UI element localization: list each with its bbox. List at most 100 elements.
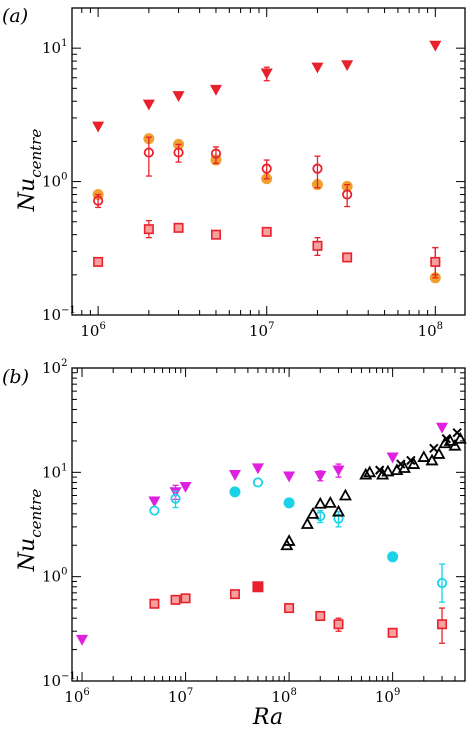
panel-b-series-2 xyxy=(229,486,399,563)
data-point xyxy=(209,84,222,96)
data-point xyxy=(170,594,181,605)
panel-b-series-6 xyxy=(252,581,264,593)
data-point xyxy=(92,121,105,133)
data-point xyxy=(149,598,160,609)
panel-a-label: (a) xyxy=(2,5,28,27)
panel-a-ticks: 106 107 108 10−1 100 101 xyxy=(42,7,465,340)
data-point xyxy=(417,450,431,462)
data-point xyxy=(341,60,354,72)
data-point xyxy=(210,148,222,159)
svg-text:Nucentre: Nucentre xyxy=(15,489,45,573)
data-point xyxy=(387,551,399,563)
data-point xyxy=(331,504,346,517)
panel-a-frame xyxy=(71,7,466,316)
data-point xyxy=(315,610,326,621)
data-point xyxy=(396,459,406,469)
data-point xyxy=(342,189,353,200)
x-tick-label: 106 xyxy=(64,687,89,706)
data-point xyxy=(173,222,184,233)
data-point xyxy=(93,195,104,206)
data-point xyxy=(142,99,155,111)
panel-b-label: (b) xyxy=(2,366,29,388)
panel-b-series-4 xyxy=(374,427,462,475)
data-point xyxy=(229,589,240,600)
panel-a-y-axis-title: Nucentre xyxy=(15,129,45,213)
x-tick-label: 109 xyxy=(375,687,400,706)
data-point xyxy=(374,465,385,475)
data-point xyxy=(436,577,448,589)
data-point xyxy=(407,457,421,469)
data-point xyxy=(429,40,442,52)
data-point xyxy=(284,603,295,614)
data-point xyxy=(376,467,390,480)
panel-b-y-axis-title: Nucentre xyxy=(15,489,45,573)
data-point xyxy=(143,224,154,235)
data-point xyxy=(332,465,345,477)
data-point xyxy=(406,455,416,466)
panel-b-frame xyxy=(71,367,466,682)
panel-b-series-1 xyxy=(149,477,448,603)
panel-a-series-0 xyxy=(92,40,442,133)
y-tick-label: 101 xyxy=(42,462,67,481)
data-point xyxy=(180,593,191,604)
panel-a: 106 107 108 10−1 100 101 (a) Nucentre xyxy=(2,5,466,340)
x-tick-label: 107 xyxy=(168,687,193,706)
x-tick-label: 106 xyxy=(80,321,105,340)
data-point xyxy=(312,240,323,251)
data-point xyxy=(314,471,327,482)
x-tick-label: 108 xyxy=(271,687,296,706)
data-point xyxy=(432,447,446,459)
panel-a-series-2 xyxy=(93,136,441,279)
y-tick-label: 10−1 xyxy=(42,305,76,324)
data-point xyxy=(172,91,185,102)
y-tick-label: 100 xyxy=(42,172,67,191)
data-point xyxy=(381,464,395,477)
data-point xyxy=(359,467,373,480)
data-point xyxy=(261,226,272,237)
y-title-main: Nu xyxy=(15,538,40,572)
data-point xyxy=(210,229,221,240)
y-title-sub: centre xyxy=(27,129,45,178)
data-point xyxy=(179,481,192,493)
data-point xyxy=(93,256,104,267)
y-tick-label: 101 xyxy=(42,38,67,57)
data-point xyxy=(312,163,323,174)
data-point xyxy=(338,488,352,501)
data-point xyxy=(148,496,161,508)
data-point xyxy=(283,471,296,483)
data-point xyxy=(261,163,272,174)
data-point xyxy=(229,486,241,498)
data-point xyxy=(143,147,154,158)
data-point xyxy=(436,422,449,434)
data-point xyxy=(452,427,462,438)
data-point xyxy=(260,68,273,80)
data-point xyxy=(252,477,264,488)
x-axis-title: Ra xyxy=(252,705,283,730)
panel-b-series-3 xyxy=(280,431,467,551)
x-tick-label: 107 xyxy=(249,321,274,340)
panel-b-marks xyxy=(76,422,467,646)
y-title-main: Nu xyxy=(15,178,40,212)
panel-b-ticks: 106 107 108 109 10−1 100 101 102 xyxy=(42,358,466,706)
data-point xyxy=(429,443,439,453)
y-tick-label: 102 xyxy=(42,358,67,377)
data-point xyxy=(363,465,377,478)
data-point xyxy=(425,453,439,466)
panel-a-series-3 xyxy=(93,219,441,276)
data-point xyxy=(397,461,411,473)
panel-b: 106 107 108 109 10−1 100 101 102 (b) Nucentre R… xyxy=(2,358,467,730)
data-point xyxy=(282,534,296,546)
data-point xyxy=(170,493,181,504)
panel-a-marks xyxy=(92,40,442,284)
data-point xyxy=(283,497,295,509)
data-point xyxy=(313,496,327,509)
panel-b-series-0 xyxy=(76,422,449,646)
data-point xyxy=(323,495,337,508)
data-point xyxy=(228,470,241,481)
data-point xyxy=(252,581,264,593)
data-point xyxy=(342,252,353,263)
data-point xyxy=(333,513,344,524)
data-point xyxy=(149,505,160,516)
data-point xyxy=(311,62,324,74)
